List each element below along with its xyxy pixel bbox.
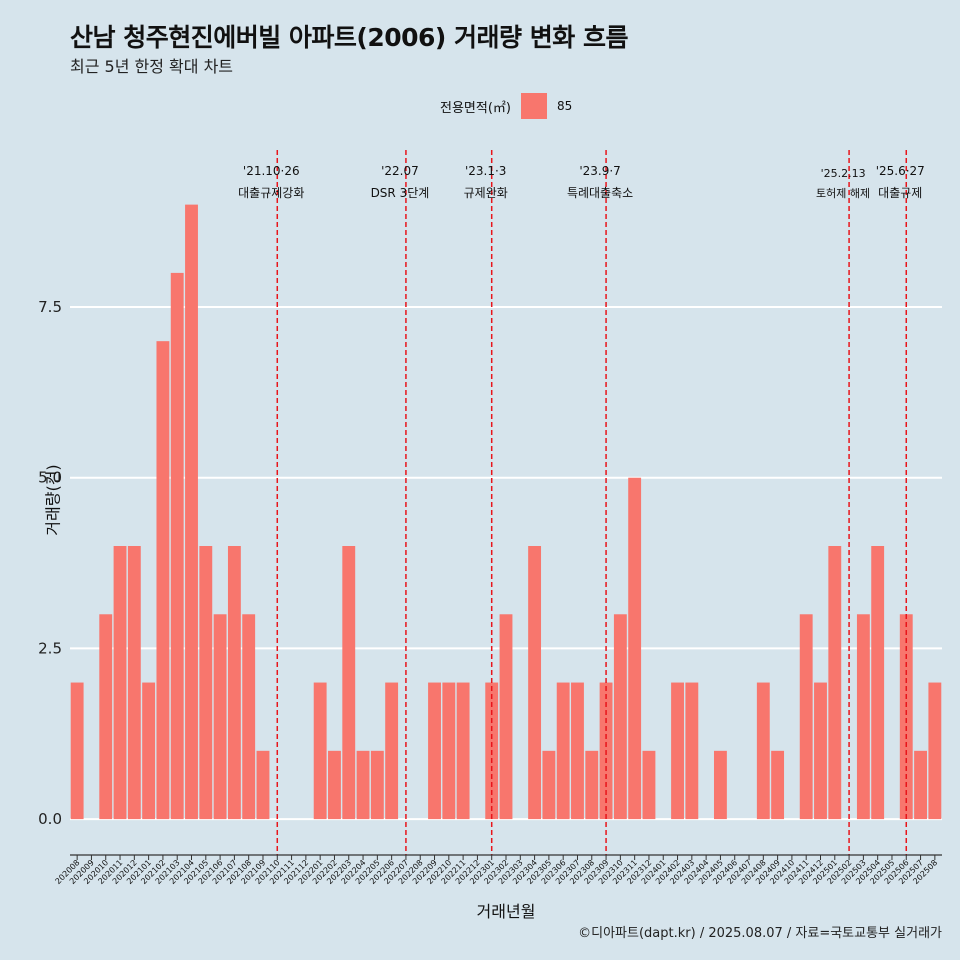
event-date-label: '23.1·3 — [465, 164, 506, 178]
bar-202103 — [170, 272, 184, 820]
event-name-label: 규제완화 — [464, 186, 508, 200]
bar-202107 — [227, 546, 241, 820]
event-name-label: 대출규제 — [878, 186, 922, 200]
bar-202205 — [370, 750, 384, 820]
legend-title: 전용면적(㎡) — [440, 100, 511, 116]
bar-202211 — [456, 682, 470, 820]
y-tick-label: 0.0 — [38, 810, 62, 828]
bar-202508 — [928, 682, 942, 820]
y-tick-label: 5.0 — [38, 469, 62, 487]
bar-202501 — [828, 546, 842, 820]
event-name-label: DSR 3단계 — [371, 186, 430, 200]
bar-202105 — [199, 546, 213, 820]
bar-202206 — [385, 682, 399, 820]
event-lines: '21.10·26 대출규제강화 '22.07 DSR 3단계 '23.1·3 규제완화 '… — [238, 150, 925, 855]
bar-202308 — [585, 750, 599, 820]
caption: ©디아파트(dapt.kr) / 2025.08.07 / 자료=국토교통부 실… — [578, 926, 942, 941]
bars — [70, 204, 942, 820]
bar-202012 — [127, 546, 141, 820]
event-name-label: 특례대출축소 — [567, 186, 633, 200]
bar-202204 — [356, 750, 370, 820]
bar-202403 — [685, 682, 699, 820]
legend: 전용면적(㎡) 85 — [440, 93, 572, 119]
bar-202109 — [256, 750, 270, 820]
bar-202101 — [142, 682, 156, 820]
bar-202106 — [213, 614, 227, 820]
legend-item-label: 85 — [556, 99, 573, 113]
bar-202210 — [442, 682, 456, 820]
bar-202408 — [756, 682, 770, 820]
y-tick-label: 7.5 — [38, 298, 62, 316]
bar-202209 — [428, 682, 441, 820]
bar-202311 — [628, 477, 642, 820]
y-axis-label: 거래량(건) — [43, 464, 63, 536]
y-tick-label: 2.5 — [38, 639, 62, 657]
legend-swatch — [520, 93, 547, 119]
event-date-label: '25.6·27 — [876, 164, 925, 178]
bar-202104 — [185, 204, 198, 820]
bar-202503 — [856, 614, 870, 820]
bar-202302 — [499, 614, 513, 820]
bar-202411 — [799, 614, 813, 820]
bar-202412 — [814, 682, 827, 820]
event-name-label: 토허제 해제 — [816, 186, 870, 200]
bar-202310 — [613, 614, 627, 820]
bar-202306 — [556, 682, 570, 820]
bar-202010 — [99, 614, 113, 820]
bar-202008 — [70, 682, 84, 820]
bar-202202 — [328, 750, 341, 820]
bar-202307 — [571, 682, 584, 820]
bar-202409 — [771, 750, 785, 820]
event-date-label: '23.9·7 — [579, 164, 620, 178]
event-name-label: 대출규제강화 — [238, 186, 304, 200]
bar-202507 — [914, 750, 927, 820]
bar-202305 — [542, 750, 556, 820]
page-subtitle: 최근 5년 한정 확대 차트 — [70, 57, 234, 76]
bar-202312 — [642, 750, 656, 820]
bar-202011 — [113, 546, 127, 820]
event-date-label: '22.07 — [381, 164, 419, 178]
bar-202504 — [871, 546, 885, 820]
bar-202506 — [899, 614, 913, 820]
x-axis-label: 거래년월 — [476, 902, 536, 921]
page-title: 산남 청주현진에버빌 아파트(2006) 거래량 변화 흐름 — [70, 23, 628, 52]
bar-202108 — [242, 614, 256, 820]
event-date-label: '21.10·26 — [243, 164, 300, 178]
bar-202102 — [156, 341, 170, 820]
bar-202304 — [528, 546, 542, 820]
bar-202203 — [342, 546, 356, 820]
bar-202402 — [671, 682, 684, 820]
event-date-label: '25.2.13 — [821, 167, 866, 180]
bar-202201 — [313, 682, 327, 820]
axes: 0.02.55.07.52020082020092020102020112020… — [38, 298, 942, 886]
bar-202405 — [713, 750, 727, 820]
